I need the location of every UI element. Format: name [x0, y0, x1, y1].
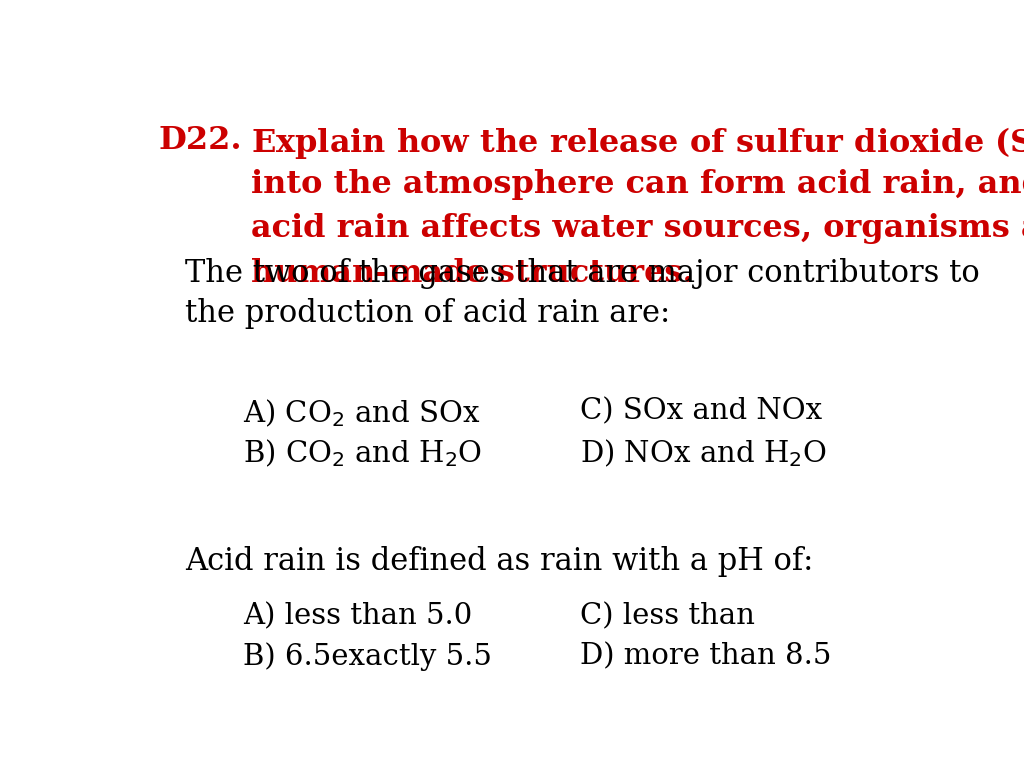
Text: A) CO$_2$ and SOx: A) CO$_2$ and SOx [243, 397, 480, 429]
Text: acid rain affects water sources, organisms and: acid rain affects water sources, organis… [251, 214, 1024, 244]
Text: C) less than: C) less than [581, 602, 756, 630]
Text: C) SOx and NOx: C) SOx and NOx [581, 397, 822, 425]
Text: D) NOx and H$_2$O: D) NOx and H$_2$O [581, 438, 827, 469]
Text: B) CO$_2$ and H$_2$O: B) CO$_2$ and H$_2$O [243, 438, 482, 469]
Text: Explain how the release of sulfur dioxide (SO$_2$): Explain how the release of sulfur dioxid… [251, 124, 1024, 161]
Text: human-made structures.: human-made structures. [251, 258, 693, 289]
Text: into the atmosphere can form acid rain, and how: into the atmosphere can form acid rain, … [251, 169, 1024, 200]
Text: the production of acid rain are:: the production of acid rain are: [185, 298, 671, 329]
Text: D22.: D22. [158, 124, 242, 156]
Text: A) less than 5.0: A) less than 5.0 [243, 602, 472, 630]
Text: D) more than 8.5: D) more than 8.5 [581, 642, 831, 670]
Text: The two of the gases that are major contributors to: The two of the gases that are major cont… [185, 258, 980, 289]
Text: B) 6.5exactly 5.5: B) 6.5exactly 5.5 [243, 642, 492, 671]
Text: Acid rain is defined as rain with a pH of:: Acid rain is defined as rain with a pH o… [185, 546, 813, 577]
